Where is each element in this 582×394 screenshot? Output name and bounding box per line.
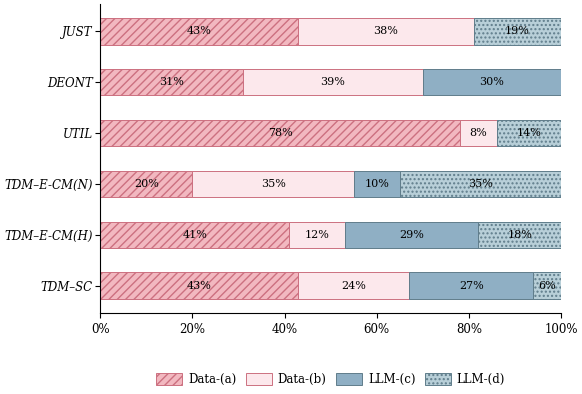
Bar bbox=[243, 69, 423, 95]
Bar bbox=[299, 273, 409, 299]
Text: 43%: 43% bbox=[187, 281, 212, 291]
Bar bbox=[400, 171, 561, 197]
Text: 27%: 27% bbox=[459, 281, 484, 291]
Text: 43%: 43% bbox=[187, 26, 212, 36]
Bar bbox=[354, 171, 400, 197]
Bar bbox=[100, 69, 243, 95]
Bar bbox=[193, 171, 354, 197]
Bar bbox=[478, 221, 561, 248]
Bar bbox=[423, 69, 561, 95]
Text: 30%: 30% bbox=[480, 77, 505, 87]
Text: 31%: 31% bbox=[159, 77, 184, 87]
Text: 24%: 24% bbox=[341, 281, 366, 291]
Text: 35%: 35% bbox=[261, 179, 286, 189]
Text: 78%: 78% bbox=[268, 128, 292, 138]
Text: 19%: 19% bbox=[505, 26, 530, 36]
Legend: Data-(a), Data-(b), LLM-(c), LLM-(d): Data-(a), Data-(b), LLM-(c), LLM-(d) bbox=[151, 368, 510, 391]
Text: 18%: 18% bbox=[507, 230, 532, 240]
Bar bbox=[345, 221, 478, 248]
Bar bbox=[460, 120, 496, 146]
Bar bbox=[100, 171, 193, 197]
Bar bbox=[534, 273, 561, 299]
Text: 20%: 20% bbox=[134, 179, 159, 189]
Bar bbox=[100, 18, 299, 45]
Text: 41%: 41% bbox=[182, 230, 207, 240]
Text: 14%: 14% bbox=[516, 128, 541, 138]
Bar bbox=[100, 120, 460, 146]
Text: 35%: 35% bbox=[468, 179, 493, 189]
Bar bbox=[100, 273, 299, 299]
Bar bbox=[289, 221, 345, 248]
Bar bbox=[100, 221, 289, 248]
Text: 12%: 12% bbox=[304, 230, 329, 240]
Text: 39%: 39% bbox=[321, 77, 346, 87]
Bar bbox=[474, 18, 561, 45]
Bar bbox=[409, 273, 534, 299]
Bar bbox=[299, 18, 474, 45]
Text: 8%: 8% bbox=[469, 128, 487, 138]
Text: 6%: 6% bbox=[538, 281, 556, 291]
Text: 29%: 29% bbox=[399, 230, 424, 240]
Bar bbox=[496, 120, 561, 146]
Text: 38%: 38% bbox=[374, 26, 399, 36]
Text: 10%: 10% bbox=[364, 179, 389, 189]
